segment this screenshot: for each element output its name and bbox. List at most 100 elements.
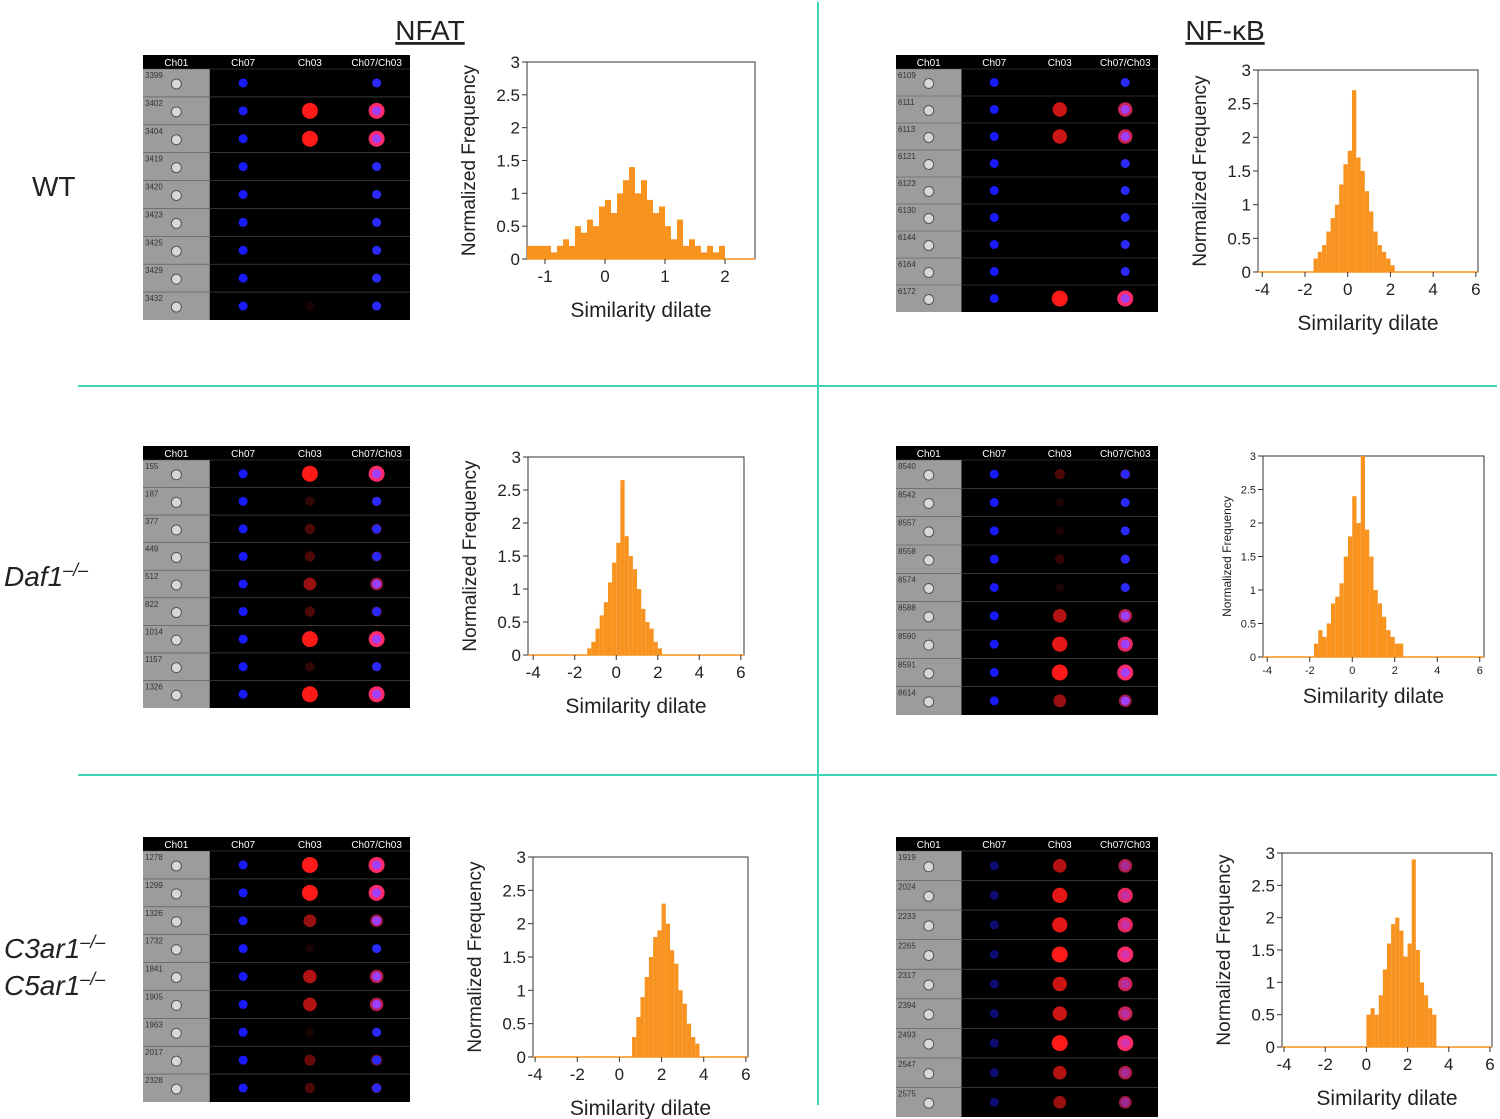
y-tick-label: 2 (511, 119, 520, 138)
nucleus (238, 689, 248, 699)
merge-blue (372, 999, 382, 1009)
cell-brightfield (170, 972, 182, 983)
channel-label: Ch07/Ch03 (1100, 58, 1151, 69)
merge-blue (372, 579, 382, 589)
x-tick-label: -4 (1276, 1055, 1291, 1074)
x-tick-label: 6 (1477, 665, 1483, 677)
histogram-bar (695, 1043, 700, 1057)
histogram-bar (595, 628, 600, 655)
cell-brightfield (170, 579, 182, 591)
merge-blue (372, 860, 382, 870)
channel-label: Ch03 (1048, 840, 1072, 851)
merge-blue (372, 689, 382, 699)
cell-brightfield (923, 1038, 935, 1050)
nucleus (238, 273, 248, 283)
cell-id: 3423 (145, 210, 163, 219)
merge-red (1117, 1035, 1134, 1052)
cell-id: 6109 (898, 71, 916, 80)
channel-label: Ch01 (164, 58, 188, 69)
histogram-bar (671, 239, 677, 259)
cell-brightfield (170, 217, 182, 229)
histogram-bar (641, 608, 646, 655)
y-tick-label: 1 (511, 184, 520, 203)
merge-blue (372, 1083, 382, 1093)
histogram-bar (1352, 496, 1357, 657)
cell-id: 2017 (145, 1048, 163, 1057)
cell-brightfield (170, 551, 182, 563)
y-tick-label: 0.5 (1241, 618, 1256, 630)
histogram-bar (569, 245, 575, 259)
histogram-bar (682, 1003, 687, 1057)
x-tick-label: -2 (1318, 1055, 1333, 1074)
merge-blue (372, 551, 382, 561)
cell-id: 3425 (145, 238, 163, 247)
histogram-bar (611, 213, 617, 259)
channel-label: Ch07 (982, 840, 1006, 851)
cell-brightfield (923, 979, 935, 991)
nucleus (238, 662, 248, 672)
x-axis-label: Similarity dilate (570, 299, 711, 322)
histogram-bar (1403, 956, 1408, 1047)
cell-id: 1919 (898, 853, 916, 862)
red-signal (305, 301, 315, 311)
cell-brightfield (923, 554, 935, 566)
y-tick-label: 0.5 (496, 217, 520, 236)
y-tick-label: 0 (511, 250, 520, 269)
nucleus (238, 1083, 248, 1093)
nucleus (989, 920, 999, 930)
histogram-bar (1432, 1014, 1437, 1047)
histogram-bar (599, 206, 605, 259)
y-tick-label: 3 (512, 448, 521, 467)
merge-blue (372, 162, 382, 172)
merge-blue (372, 1027, 382, 1037)
x-tick-label: 0 (1362, 1055, 1371, 1074)
histogram-bar (1348, 536, 1353, 657)
cell-brightfield (170, 1055, 182, 1067)
histogram-bar (713, 252, 719, 259)
histogram-bar (1390, 636, 1395, 657)
merge-blue (372, 217, 382, 227)
row-label: Daf1–/– (4, 560, 89, 592)
merge-blue (1120, 105, 1130, 114)
histogram-bar (1390, 265, 1395, 272)
cell-id: 377 (145, 517, 159, 526)
histogram-bar (1330, 218, 1335, 272)
red-signal (1052, 917, 1068, 933)
cell-id: 6113 (898, 125, 916, 134)
x-tick-label: 4 (1428, 280, 1437, 299)
y-tick-label: 0.5 (502, 1015, 526, 1034)
histogram-bar (603, 602, 608, 655)
nucleus (989, 159, 999, 168)
histogram-bar (1356, 523, 1361, 657)
histogram-bar (1360, 171, 1365, 272)
cell-brightfield (923, 583, 935, 594)
cell-brightfield (923, 294, 935, 305)
cell-brightfield (923, 498, 935, 509)
nucleus (238, 860, 248, 870)
cell-id: 822 (145, 600, 159, 609)
cell-id: 2575 (898, 1089, 916, 1098)
histogram-bar (605, 199, 611, 259)
histogram-bar (557, 245, 563, 259)
channel-label: Ch03 (298, 840, 322, 851)
y-tick-label: 0 (517, 1048, 526, 1067)
histogram-bar (607, 582, 613, 655)
histogram-bar (1365, 529, 1370, 657)
row-label: C5ar1–/– (4, 969, 106, 1001)
y-tick-label: 3 (517, 848, 526, 867)
red-signal (1054, 554, 1065, 564)
histogram-bar (617, 193, 623, 259)
cell-brightfield (170, 999, 182, 1011)
histogram-bar (629, 167, 635, 259)
y-tick-label: 3 (511, 53, 520, 72)
nucleus (989, 1009, 999, 1019)
cell-brightfield (923, 890, 935, 902)
nucleus (238, 916, 248, 926)
cell-id: 6164 (898, 260, 916, 269)
channel-label: Ch07 (982, 58, 1006, 69)
red-signal (301, 102, 318, 119)
histogram-bar (628, 556, 633, 655)
merge-red (1117, 917, 1133, 933)
row-label: C3ar1–/– (4, 932, 106, 964)
histogram-bar (719, 245, 725, 259)
